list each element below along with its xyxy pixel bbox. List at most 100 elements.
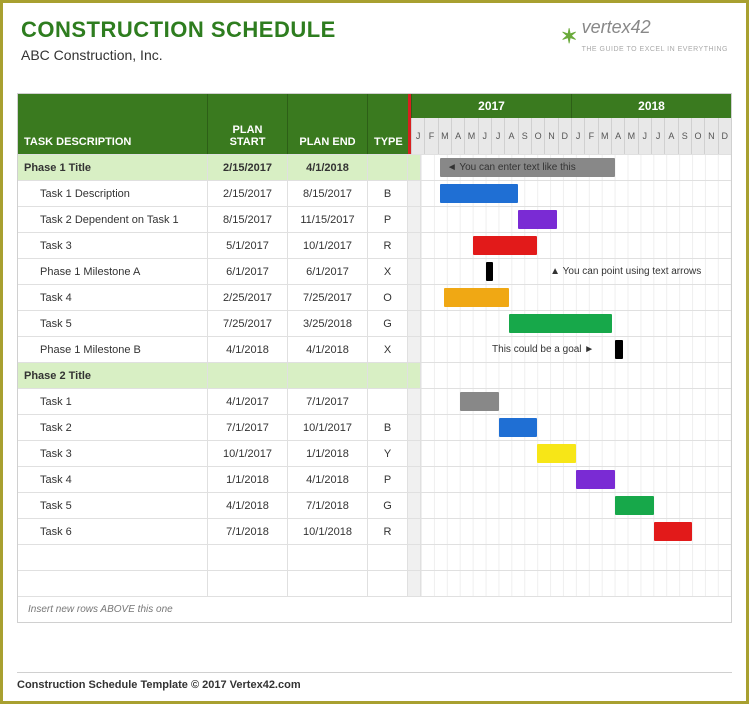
gantt-bar[interactable] [518,210,557,229]
task-description-cell[interactable]: Phase 1 Milestone B [18,337,208,362]
type-cell[interactable]: Y [368,441,408,466]
task-row[interactable]: Task 2 Dependent on Task 18/15/201711/15… [18,206,731,232]
type-cell[interactable]: G [368,311,408,336]
insert-rows-note[interactable]: Insert new rows ABOVE this one [18,596,731,622]
task-row[interactable]: Phase 1 Milestone B4/1/20184/1/2018XThis… [18,336,731,362]
gantt-cell[interactable] [421,233,731,258]
gantt-bar[interactable] [576,470,615,489]
task-description-cell[interactable]: Phase 2 Title [18,363,208,388]
plan-start-cell[interactable]: 4/1/2017 [208,389,288,414]
gantt-cell[interactable] [421,389,731,414]
phase-row[interactable]: Phase 2 Title [18,362,731,388]
task-row[interactable]: Task 54/1/20187/1/2018G [18,492,731,518]
plan-start-cell[interactable]: 6/1/2017 [208,259,288,284]
task-row[interactable]: Task 67/1/201810/1/2018R [18,518,731,544]
plan-end-cell[interactable] [288,545,368,570]
type-cell[interactable]: R [368,233,408,258]
task-description-cell[interactable] [18,545,208,570]
gantt-cell[interactable] [421,363,731,388]
plan-end-cell[interactable]: 11/15/2017 [288,207,368,232]
plan-start-cell[interactable]: 5/1/2017 [208,233,288,258]
type-cell[interactable]: X [368,337,408,362]
task-description-cell[interactable]: Task 1 Description [18,181,208,206]
type-cell[interactable] [368,363,408,388]
gantt-bar[interactable] [654,522,693,541]
task-row[interactable]: Task 41/1/20184/1/2018P [18,466,731,492]
plan-end-cell[interactable]: 10/1/2017 [288,415,368,440]
phase-row[interactable]: Phase 1 Title2/15/20174/1/2018◄ You can … [18,154,731,180]
gantt-bar[interactable] [537,444,576,463]
gantt-cell[interactable] [421,467,731,492]
plan-start-cell[interactable]: 2/15/2017 [208,155,288,180]
task-description-cell[interactable]: Task 6 [18,519,208,544]
type-cell[interactable]: P [368,467,408,492]
gantt-bar[interactable] [499,418,538,437]
gantt-cell[interactable] [421,519,731,544]
task-row[interactable]: Task 35/1/201710/1/2017R [18,232,731,258]
col-header-desc[interactable]: TASK DESCRIPTION [18,94,208,154]
plan-start-cell[interactable]: 1/1/2018 [208,467,288,492]
plan-start-cell[interactable] [208,571,288,596]
task-row[interactable]: Task 42/25/20177/25/2017O [18,284,731,310]
task-description-cell[interactable]: Task 4 [18,285,208,310]
gantt-bar[interactable] [440,184,518,203]
gantt-cell[interactable] [421,493,731,518]
task-description-cell[interactable]: Task 1 [18,389,208,414]
plan-end-cell[interactable]: 3/25/2018 [288,311,368,336]
task-row[interactable]: Task 27/1/201710/1/2017B [18,414,731,440]
gantt-cell[interactable]: ◄ You can enter text like this [421,155,731,180]
gantt-bar[interactable] [444,288,509,307]
task-row[interactable]: Task 1 Description2/15/20178/15/2017B [18,180,731,206]
plan-start-cell[interactable]: 7/1/2017 [208,415,288,440]
gantt-cell[interactable] [421,415,731,440]
type-cell[interactable]: O [368,285,408,310]
task-description-cell[interactable]: Task 5 [18,493,208,518]
col-header-start[interactable]: PLAN START [208,94,288,154]
task-row[interactable]: Task 310/1/20171/1/2018Y [18,440,731,466]
task-description-cell[interactable]: Task 5 [18,311,208,336]
type-cell[interactable]: R [368,519,408,544]
gantt-cell[interactable]: This could be a goal ► [421,337,731,362]
gantt-cell[interactable] [421,207,731,232]
gantt-bar[interactable] [473,236,538,255]
plan-start-cell[interactable] [208,545,288,570]
plan-start-cell[interactable]: 4/1/2018 [208,337,288,362]
plan-start-cell[interactable]: 8/15/2017 [208,207,288,232]
plan-end-cell[interactable]: 8/15/2017 [288,181,368,206]
type-cell[interactable]: G [368,493,408,518]
gantt-cell[interactable] [421,441,731,466]
plan-end-cell[interactable] [288,571,368,596]
plan-end-cell[interactable]: 10/1/2017 [288,233,368,258]
task-description-cell[interactable]: Task 4 [18,467,208,492]
plan-end-cell[interactable]: 4/1/2018 [288,467,368,492]
gantt-cell[interactable] [421,545,731,570]
gantt-bar[interactable] [460,392,499,411]
plan-end-cell[interactable]: 6/1/2017 [288,259,368,284]
gantt-cell[interactable] [421,285,731,310]
plan-end-cell[interactable]: 4/1/2018 [288,337,368,362]
task-description-cell[interactable]: Task 3 [18,233,208,258]
col-header-end[interactable]: PLAN END [288,94,368,154]
plan-end-cell[interactable]: 10/1/2018 [288,519,368,544]
task-description-cell[interactable]: Task 3 [18,441,208,466]
task-row[interactable]: Task 14/1/20177/1/2017 [18,388,731,414]
plan-end-cell[interactable]: 7/1/2018 [288,493,368,518]
task-description-cell[interactable]: Task 2 [18,415,208,440]
type-cell[interactable]: X [368,259,408,284]
plan-start-cell[interactable]: 2/25/2017 [208,285,288,310]
plan-start-cell[interactable]: 4/1/2018 [208,493,288,518]
plan-start-cell[interactable]: 7/1/2018 [208,519,288,544]
plan-start-cell[interactable]: 7/25/2017 [208,311,288,336]
col-header-type[interactable]: TYPE [368,94,410,154]
blank-row[interactable] [18,570,731,596]
type-cell[interactable] [368,155,408,180]
plan-start-cell[interactable] [208,363,288,388]
gantt-bar[interactable] [509,314,612,333]
gantt-bar[interactable] [486,262,494,281]
plan-start-cell[interactable]: 10/1/2017 [208,441,288,466]
plan-end-cell[interactable] [288,363,368,388]
type-cell[interactable] [368,389,408,414]
gantt-bar[interactable] [615,340,623,359]
task-description-cell[interactable]: Task 2 Dependent on Task 1 [18,207,208,232]
plan-start-cell[interactable]: 2/15/2017 [208,181,288,206]
